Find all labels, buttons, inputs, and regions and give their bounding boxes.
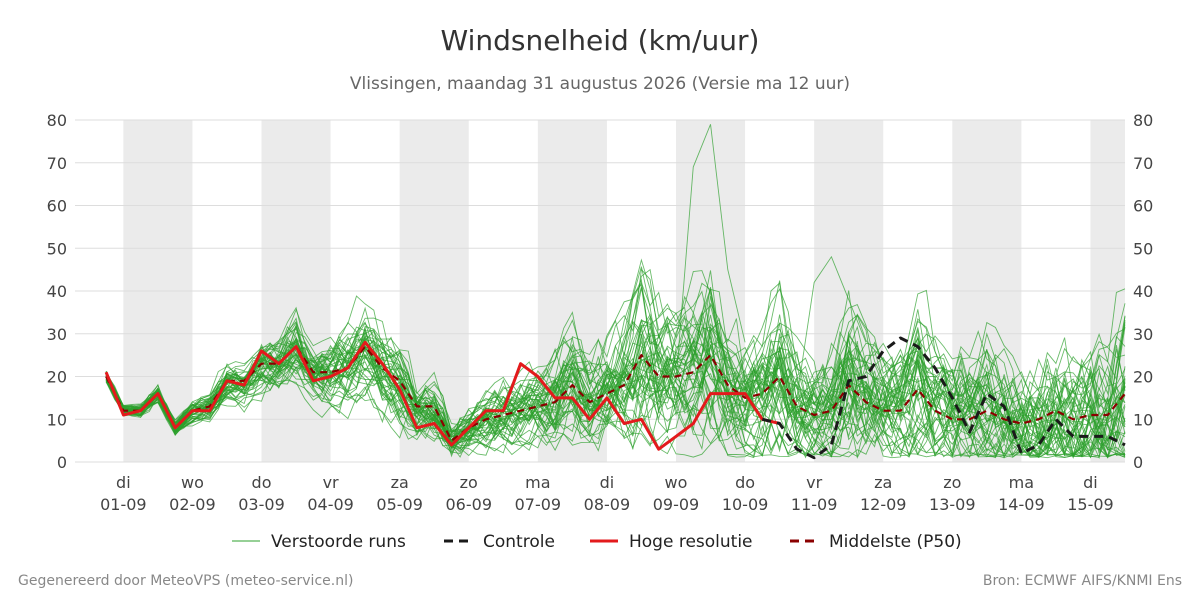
x-tick-date-12: 13-09 xyxy=(929,495,976,514)
y-tick-left-50: 50 xyxy=(47,239,67,258)
y-tick-left-0: 0 xyxy=(57,453,67,472)
x-tick-date-11: 12-09 xyxy=(860,495,907,514)
ensemble-run-45 xyxy=(105,338,1126,458)
y-tick-left-10: 10 xyxy=(47,410,67,429)
x-tick-date-4: 05-09 xyxy=(376,495,423,514)
x-tick-date-6: 07-09 xyxy=(515,495,562,514)
x-tick-date-2: 03-09 xyxy=(238,495,285,514)
y-tick-right-30: 30 xyxy=(1133,325,1153,344)
x-tick-date-13: 14-09 xyxy=(998,495,1045,514)
legend-label-median: Middelste (P50) xyxy=(829,532,962,552)
x-tick-day-4: za xyxy=(391,473,409,492)
ensemble-run-42 xyxy=(105,334,1126,458)
y-axis-right: 0 10 20 30 40 50 60 70 80 xyxy=(1133,111,1153,472)
x-tick-day-6: ma xyxy=(525,473,550,492)
legend-label-highres: Hoge resolutie xyxy=(629,532,753,552)
x-tick-day-9: do xyxy=(735,473,755,492)
ensemble-run-46 xyxy=(105,322,1126,460)
legend-item-control: Controle xyxy=(444,532,555,552)
y-tick-left-60: 60 xyxy=(47,197,67,216)
footer-source: Bron: ECMWF AIFS/KNMI Ens xyxy=(983,573,1182,589)
y-tick-right-10: 10 xyxy=(1133,410,1153,429)
x-tick-day-2: do xyxy=(252,473,272,492)
y-tick-right-50: 50 xyxy=(1133,239,1153,258)
chart-title: Windsnelheid (km/uur) xyxy=(441,24,760,57)
y-tick-right-20: 20 xyxy=(1133,368,1153,387)
x-tick-date-7: 08-09 xyxy=(584,495,631,514)
x-tick-date-3: 04-09 xyxy=(307,495,354,514)
x-tick-day-8: wo xyxy=(665,473,688,492)
y-tick-right-80: 80 xyxy=(1133,111,1153,130)
x-axis: di 01-09 wo 02-09 do 03-09 vr 04-09 za 05-09 zo 06-… xyxy=(100,473,1114,514)
y-tick-left-80: 80 xyxy=(47,111,67,130)
x-tick-date-9: 10-09 xyxy=(722,495,769,514)
x-tick-day-5: zo xyxy=(460,473,478,492)
y-tick-right-60: 60 xyxy=(1133,197,1153,216)
x-tick-date-8: 09-09 xyxy=(653,495,700,514)
legend-item-highres: Hoge resolutie xyxy=(590,532,753,552)
legend-label-control: Controle xyxy=(483,532,555,552)
ensemble-run-39 xyxy=(105,266,1126,458)
y-axis-left: 0 10 20 30 40 50 60 70 80 xyxy=(47,111,67,472)
x-tick-day-3: vr xyxy=(323,473,339,492)
chart-subtitle: Vlissingen, maandag 31 augustus 2026 (Ve… xyxy=(350,74,850,94)
ensemble-run-36 xyxy=(105,306,1126,459)
legend-item-ensemble: Verstoorde runs xyxy=(232,532,406,552)
y-tick-right-0: 0 xyxy=(1133,453,1143,472)
y-tick-left-40: 40 xyxy=(47,282,67,301)
x-tick-date-0: 01-09 xyxy=(100,495,147,514)
y-tick-left-70: 70 xyxy=(47,154,67,173)
ensemble-run-15 xyxy=(105,328,1126,459)
x-tick-date-14: 15-09 xyxy=(1067,495,1114,514)
y-tick-left-30: 30 xyxy=(47,325,67,344)
ensemble-run-spike xyxy=(641,124,746,403)
y-tick-left-20: 20 xyxy=(47,368,67,387)
x-tick-date-1: 02-09 xyxy=(169,495,216,514)
x-tick-day-0: di xyxy=(116,473,131,492)
ensemble-run-spike-2 xyxy=(796,255,867,398)
footer-credit: Gegenereerd door MeteoVPS (meteo-service… xyxy=(18,573,353,589)
legend: Verstoorde runs Controle Hoge resolutie Mid… xyxy=(232,532,962,552)
x-tick-day-7: di xyxy=(600,473,615,492)
legend-item-median: Middelste (P50) xyxy=(790,532,962,552)
x-tick-day-12: zo xyxy=(943,473,961,492)
x-tick-date-5: 06-09 xyxy=(446,495,493,514)
x-tick-day-10: vr xyxy=(806,473,822,492)
y-tick-right-40: 40 xyxy=(1133,282,1153,301)
x-tick-day-11: za xyxy=(874,473,892,492)
main-series xyxy=(104,336,1126,460)
x-tick-date-10: 11-09 xyxy=(791,495,838,514)
y-tick-right-70: 70 xyxy=(1133,154,1153,173)
series-control xyxy=(761,336,1126,460)
legend-label-ensemble: Verstoorde runs xyxy=(271,532,406,552)
series-highres xyxy=(104,340,780,451)
x-tick-day-14: di xyxy=(1083,473,1098,492)
x-tick-day-13: ma xyxy=(1009,473,1034,492)
ensemble-run-49 xyxy=(105,333,1126,458)
x-tick-day-1: wo xyxy=(181,473,204,492)
ensemble-run-48 xyxy=(105,313,1126,455)
